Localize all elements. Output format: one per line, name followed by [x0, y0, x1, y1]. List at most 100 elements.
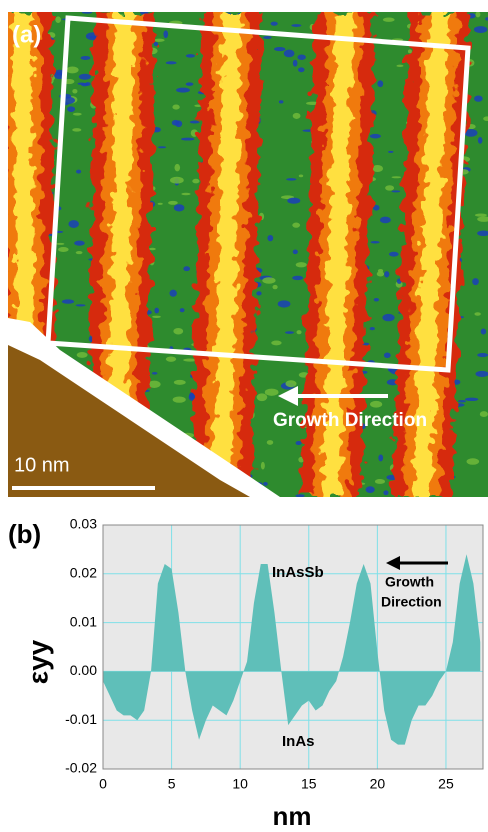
- x-tick-label: 10: [232, 776, 248, 792]
- speckle: [260, 461, 265, 470]
- speckle: [298, 67, 305, 73]
- speckle: [76, 351, 88, 358]
- speckle: [183, 358, 197, 362]
- speckle: [388, 251, 399, 257]
- speckle: [67, 106, 76, 112]
- speckle: [272, 284, 278, 290]
- speckle: [256, 291, 262, 296]
- speckle: [391, 190, 401, 193]
- speckle: [55, 16, 62, 24]
- speckle: [465, 397, 479, 402]
- speckle: [76, 169, 82, 174]
- speckle: [377, 80, 384, 88]
- stripe: [108, 12, 134, 497]
- speckle: [75, 251, 83, 255]
- speckle: [474, 95, 483, 102]
- speckle: [174, 163, 181, 172]
- speckle: [309, 23, 315, 31]
- speckle: [163, 30, 169, 39]
- speckle: [386, 379, 399, 386]
- speckle: [287, 197, 301, 204]
- arrowhead: [386, 556, 400, 570]
- speckle: [388, 150, 394, 153]
- speckle: [256, 393, 268, 402]
- speckle: [262, 277, 276, 284]
- speckle: [152, 315, 161, 319]
- speckle: [172, 396, 186, 403]
- speckle: [479, 411, 488, 418]
- speckle: [72, 88, 78, 94]
- speckle: [185, 54, 196, 58]
- speckle: [173, 204, 185, 212]
- speckle: [286, 178, 297, 181]
- x-tick-label: 20: [370, 776, 386, 792]
- speckle: [474, 312, 481, 316]
- speckle: [382, 313, 395, 322]
- speckle: [271, 340, 282, 346]
- speckle: [370, 400, 383, 408]
- speckle: [295, 441, 302, 446]
- speckle: [278, 100, 284, 104]
- speckle: [475, 12, 481, 18]
- area: [103, 554, 481, 745]
- speckle: [298, 174, 304, 178]
- speckle: [153, 41, 159, 47]
- speckle: [285, 331, 294, 334]
- speckle: [473, 26, 488, 33]
- annotation: Direction: [381, 594, 442, 610]
- speckle: [68, 220, 79, 228]
- annotation: InAs: [282, 733, 315, 750]
- speckle: [192, 178, 200, 184]
- speckle: [292, 112, 301, 119]
- speckle: [396, 64, 404, 68]
- speckle: [172, 104, 180, 110]
- annotation: Growth: [385, 574, 434, 590]
- strain-map: [8, 12, 488, 497]
- speckle: [452, 403, 465, 407]
- speckle: [477, 216, 488, 222]
- speckle: [383, 352, 391, 359]
- speckle: [165, 61, 177, 65]
- speckle: [185, 82, 194, 86]
- speckle: [81, 12, 93, 14]
- x-tick-label: 15: [301, 776, 317, 792]
- speckle: [485, 17, 488, 21]
- panel-label: (b): [8, 519, 41, 549]
- arrowhead: [278, 386, 298, 406]
- y-axis-label: εyy: [22, 639, 53, 684]
- speckle: [179, 308, 185, 313]
- speckle: [458, 400, 467, 403]
- panel-label: (a): [12, 21, 41, 48]
- stripe: [213, 12, 241, 497]
- speckle: [169, 289, 177, 297]
- speckle: [291, 24, 302, 27]
- y-tick-label: 0.00: [70, 662, 97, 678]
- speckle: [374, 479, 386, 484]
- speckle: [373, 297, 380, 302]
- speckle: [365, 486, 375, 494]
- speckle: [74, 240, 85, 246]
- speckle: [466, 124, 476, 130]
- scale-label: 10 nm: [14, 454, 70, 476]
- speckle: [181, 192, 191, 196]
- speckle: [165, 356, 177, 362]
- x-tick-label: 25: [438, 776, 454, 792]
- speckle: [274, 47, 286, 52]
- speckle: [483, 116, 488, 121]
- speckle: [292, 222, 301, 228]
- speckle: [168, 200, 178, 205]
- speckle: [472, 278, 479, 286]
- y-tick-label: 0.01: [70, 613, 97, 629]
- speckle: [296, 330, 302, 335]
- speckle: [153, 38, 165, 42]
- speckle: [267, 234, 274, 242]
- speckle: [72, 112, 82, 116]
- plot-frame: [102, 524, 484, 770]
- y-tick-label: 0.02: [70, 565, 97, 581]
- speckle: [154, 307, 160, 314]
- stripe: [413, 12, 449, 497]
- speckle: [151, 372, 158, 375]
- speckle: [477, 230, 488, 237]
- speckle: [292, 275, 304, 281]
